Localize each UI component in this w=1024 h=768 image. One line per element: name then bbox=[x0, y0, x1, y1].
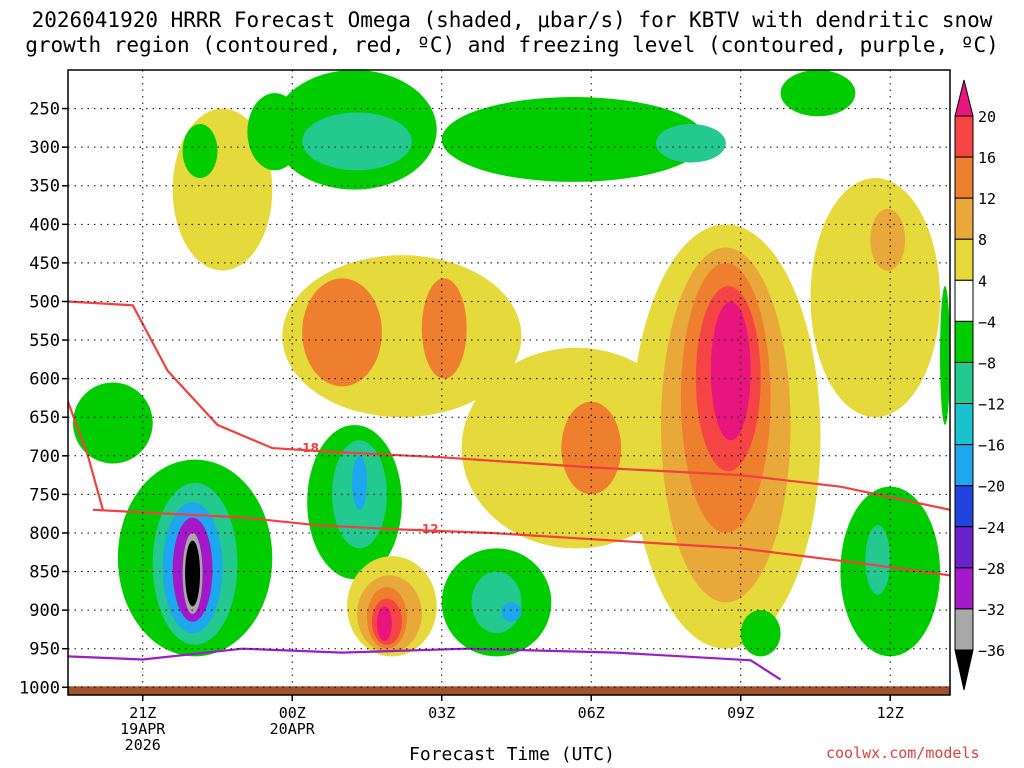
terrain-layer bbox=[68, 686, 950, 695]
colorbar-label: −28 bbox=[978, 560, 1005, 578]
colorbar-max-triangle bbox=[954, 79, 974, 117]
omega-area-lower-left-core-black bbox=[185, 540, 201, 607]
contour-label: -18 bbox=[297, 441, 319, 455]
omega-area-mid-blue-cell bbox=[352, 455, 367, 510]
x-tick-sublabel-year: 2026 bbox=[125, 736, 161, 754]
chart-title-line-2: growth region (contoured, red, ºC) and f… bbox=[25, 33, 999, 57]
y-tick-label: 400 bbox=[29, 215, 60, 235]
colorbar-label: −32 bbox=[978, 601, 1005, 619]
omega-area-top-right-green bbox=[780, 70, 856, 117]
y-tick-label: 300 bbox=[29, 138, 60, 158]
colorbar-label: −20 bbox=[978, 478, 1005, 496]
colorbar-swatch bbox=[954, 238, 974, 281]
contour-0-C-freezing-level bbox=[68, 647, 782, 681]
omega-area-upper-green-right bbox=[441, 97, 706, 182]
contour--12-C-isotherm bbox=[92, 508, 950, 577]
colorbar-label: −36 bbox=[978, 642, 1005, 660]
omega-area-small-green-cell bbox=[72, 382, 153, 464]
x-tick-sublabel: 19APR bbox=[120, 720, 166, 738]
omega-area-far-right-yellow bbox=[810, 178, 941, 418]
colorbar-label: 4 bbox=[978, 272, 987, 290]
axes: 250 300 350 400 450 500 550 600 650 700 750 800 850 9… bbox=[19, 100, 904, 754]
colorbar-min-triangle bbox=[954, 649, 974, 691]
omega-area-mid-orange-right bbox=[421, 278, 467, 379]
colorbar-swatch bbox=[954, 156, 974, 199]
omega-area-small-green-dot-upper bbox=[182, 124, 218, 179]
x-tick-label: 12Z bbox=[877, 704, 904, 722]
y-tick-label: 550 bbox=[29, 331, 60, 351]
y-tick-label: 600 bbox=[29, 370, 60, 390]
site-credit: coolwx.com/models bbox=[826, 744, 980, 762]
omega-area-upper-green-descent-left-ext bbox=[247, 93, 303, 171]
colorbar-label: −24 bbox=[978, 519, 1005, 537]
colorbar-label: 20 bbox=[978, 108, 996, 126]
grid-lines bbox=[68, 70, 950, 688]
colorbar: 20 16 12 8 4 −4 −8 −12 −16 −20 −24 −28 −32 −36 bbox=[954, 79, 1005, 691]
y-tick-label: 450 bbox=[29, 254, 60, 274]
chart-title-line-1: 2026041920 HRRR Forecast Omega (shaded, … bbox=[31, 8, 993, 32]
x-tick-label: 03Z bbox=[428, 704, 455, 722]
y-tick-label: 350 bbox=[29, 177, 60, 197]
y-tick-label: 500 bbox=[29, 292, 60, 312]
colorbar-label: −16 bbox=[978, 437, 1005, 455]
colorbar-swatch bbox=[954, 567, 974, 610]
colorbar-swatch bbox=[954, 197, 974, 240]
x-tick-label: 09Z bbox=[727, 704, 754, 722]
y-tick-label: 900 bbox=[29, 601, 60, 621]
y-tick-label: 800 bbox=[29, 524, 60, 544]
colorbar-label: 16 bbox=[978, 149, 996, 167]
colorbar-label: −4 bbox=[978, 313, 996, 331]
omega-area-far-right-small-green bbox=[940, 286, 950, 425]
colorbar-swatch bbox=[954, 320, 974, 363]
plot-frame bbox=[67, 69, 951, 696]
y-tick-label: 750 bbox=[29, 485, 60, 505]
x-tick-label: 21Z bbox=[129, 704, 156, 722]
colorbar-label: 12 bbox=[978, 190, 996, 208]
omega-area-right-ascent-magenta bbox=[710, 301, 751, 441]
colorbar-label: −12 bbox=[978, 396, 1005, 414]
colorbar-label: 8 bbox=[978, 231, 987, 249]
omega-area-upper-teal-core bbox=[302, 112, 412, 171]
omega-area-mid-orange-left bbox=[302, 278, 382, 387]
colorbar-swatch bbox=[954, 403, 974, 446]
colorbar-swatch bbox=[954, 115, 974, 158]
colorbar-swatch bbox=[954, 279, 974, 322]
omega-area-lower-mid-ascent-magenta bbox=[376, 606, 392, 641]
omega-area-far-right-amber bbox=[870, 208, 906, 271]
omega-area-upper-teal-right bbox=[656, 124, 726, 163]
contour--18-C-isotherm bbox=[68, 300, 950, 511]
colorbar-swatch bbox=[954, 485, 974, 528]
colorbar-swatch bbox=[954, 608, 974, 651]
colorbar-swatch bbox=[954, 361, 974, 405]
omega-shading bbox=[72, 70, 950, 657]
y-tick-label: 700 bbox=[29, 447, 60, 467]
y-tick-label: 950 bbox=[29, 640, 60, 660]
omega-area-lower-right-blue bbox=[501, 602, 522, 622]
y-tick-label: 850 bbox=[29, 563, 60, 583]
plot-border bbox=[67, 69, 951, 696]
omega-area-lower-right-teal bbox=[471, 571, 522, 634]
colorbar-swatch bbox=[954, 444, 974, 487]
colorbar-swatch bbox=[954, 526, 974, 569]
y-tick-label: 1000 bbox=[19, 678, 60, 698]
colorbar-label: −8 bbox=[978, 354, 996, 372]
y-tick-label: 650 bbox=[29, 408, 60, 428]
x-tick-label: 06Z bbox=[578, 704, 605, 722]
x-tick-label: 00Z bbox=[279, 704, 306, 722]
x-axis-title: Forecast Time (UTC) bbox=[409, 744, 615, 765]
terrain-band bbox=[68, 686, 950, 695]
x-tick-sublabel: 20APR bbox=[270, 720, 316, 738]
omega-area-tiny-green-bottom bbox=[740, 610, 781, 657]
omega-area-far-right-teal bbox=[865, 525, 891, 595]
y-tick-label: 250 bbox=[29, 100, 60, 120]
contour-label: -12 bbox=[417, 522, 439, 536]
